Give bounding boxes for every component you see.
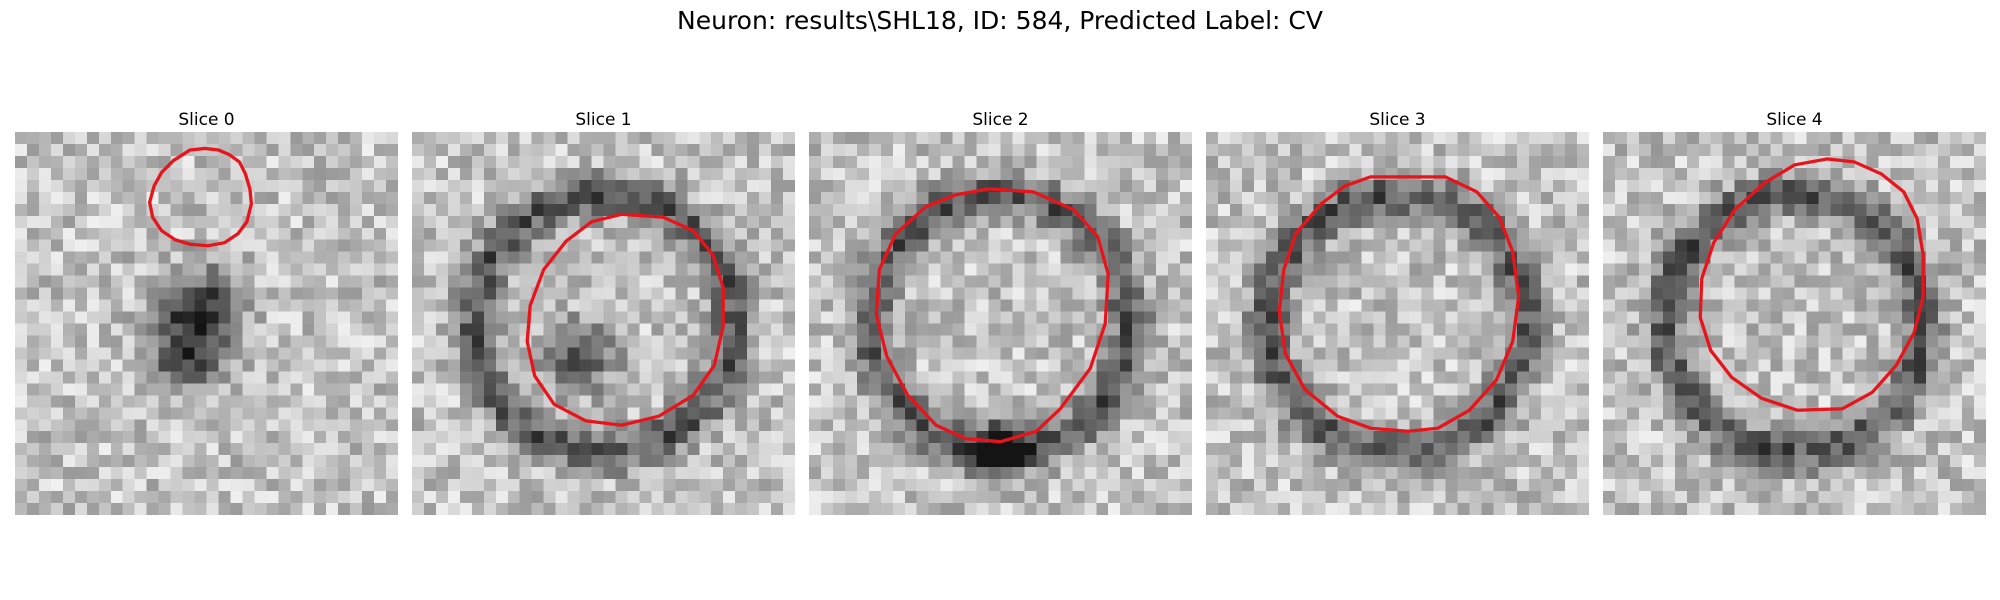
figure-title: Neuron: results\SHL18, ID: 584, Predicte… [677,6,1323,35]
slice-title: Slice 3 [1369,110,1426,130]
slice-image [1603,132,1986,515]
pixel-grid [809,132,1192,515]
slice-panel-0: Slice 0 [15,108,398,515]
slice-image [15,132,398,515]
slice-title: Slice 1 [575,110,632,130]
slice-title: Slice 0 [178,110,235,130]
pixel-grid [15,132,398,515]
slice-image [412,132,795,515]
slice-panel-2: Slice 2 [809,108,1192,515]
contour-outline [1277,175,1521,433]
contour-outline [147,146,254,248]
contour-outline [525,212,725,427]
slice-image [1206,132,1589,515]
slice-panel-3: Slice 3 [1206,108,1589,515]
slice-panel-4: Slice 4 [1603,108,1986,515]
contour-outline [1698,157,1925,412]
slice-title: Slice 4 [1766,110,1823,130]
slice-image [809,132,1192,515]
slice-title: Slice 2 [972,110,1029,130]
pixel-grid [1603,132,1986,515]
slice-panel-1: Slice 1 [412,108,795,515]
pixel-grid [412,132,795,515]
pixel-grid [1206,132,1589,515]
contour-outline [874,187,1110,444]
